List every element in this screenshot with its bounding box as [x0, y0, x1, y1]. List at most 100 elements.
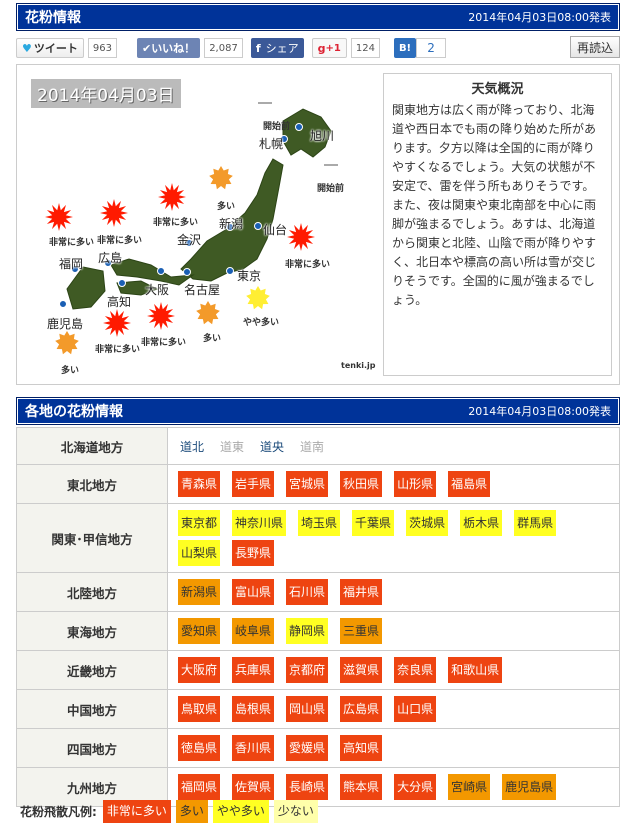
area-link-active[interactable]: 道央 — [260, 439, 285, 454]
legend-item-low: 少ない — [273, 800, 318, 823]
prefecture-tag[interactable]: 宮城県 — [286, 471, 329, 497]
prefecture-tag[interactable]: 鳥取県 — [178, 696, 221, 722]
legend-item-moderate: やや多い — [212, 800, 269, 823]
city-label: 旭川 — [310, 129, 335, 143]
city-label: 大阪 — [145, 283, 170, 297]
region-name: 東海地方 — [16, 611, 168, 651]
prefecture-tag[interactable]: 鹿児島県 — [502, 774, 557, 800]
very-high-burst-icon — [45, 203, 73, 231]
not-started-label: 開始前 — [263, 122, 291, 132]
high-burst-icon — [207, 164, 235, 192]
facebook-share-button[interactable]: f シェア — [250, 38, 304, 58]
prefecture-tag[interactable]: 佐賀県 — [232, 774, 275, 800]
regional-title: 各地の花粉情報 — [25, 404, 123, 420]
map-date: 2014年04月03日 — [31, 79, 181, 108]
prefecture-tag[interactable]: 徳島県 — [178, 735, 221, 761]
prefecture-tag[interactable]: 長崎県 — [286, 774, 329, 800]
moderate-burst-icon — [244, 284, 272, 312]
prefecture-tag[interactable]: 高知県 — [340, 735, 383, 761]
prefecture-tag[interactable]: 長野県 — [232, 540, 275, 566]
weather-title: 天気概況 — [471, 82, 524, 97]
prefecture-tag[interactable]: 青森県 — [178, 471, 221, 497]
prefecture-tag[interactable]: 神奈川県 — [232, 510, 287, 536]
prefecture-tag[interactable]: 香川県 — [232, 735, 275, 761]
area-link-active[interactable]: 道北 — [180, 439, 205, 454]
prefecture-tag[interactable]: 静岡県 — [286, 618, 329, 644]
prefecture-tag[interactable]: 和歌山県 — [448, 657, 503, 683]
twitter-bird-icon: ♥ — [22, 41, 32, 55]
tweet-button[interactable]: ♥ ツイート — [16, 38, 84, 58]
prefecture-tag[interactable]: 京都府 — [286, 657, 329, 683]
city-label: 名古屋 — [184, 283, 221, 297]
prefecture-tag[interactable]: 富山県 — [232, 579, 275, 605]
regional-published: 2014年04月03日08:00発表 — [468, 405, 611, 418]
pollen-level-label: 非常に多い — [141, 338, 187, 348]
prefecture-tag[interactable]: 埼玉県 — [298, 510, 341, 536]
like-count: 2,087 — [204, 38, 243, 58]
region-name: 近畿地方 — [16, 650, 168, 690]
prefecture-tag[interactable]: 山形県 — [394, 471, 437, 497]
prefecture-list: 新潟県 富山県 石川県 福井県 — [167, 572, 620, 612]
prefecture-tag[interactable]: 茨城県 — [406, 510, 449, 536]
city-marker — [104, 259, 112, 267]
prefecture-tag[interactable]: 大分県 — [394, 774, 437, 800]
page-title: 花粉情報 — [25, 10, 81, 26]
legend-item-very-high: 非常に多い — [102, 800, 171, 823]
prefecture-tag[interactable]: 広島県 — [340, 696, 383, 722]
map-panel: 2014年04月03日 開始前 開始前 旭川 札幌 新潟 仙台 金沢 福岡 広島 東京 大阪 名古… — [16, 64, 620, 385]
prefecture-tag[interactable]: 新潟県 — [178, 579, 221, 605]
weather-text: 関東地方は広く雨が降っており、北海道や西日本でも雨の降り始めた所があります。夕方… — [392, 103, 597, 307]
prefecture-tag[interactable]: 滋賀県 — [340, 657, 383, 683]
prefecture-tag[interactable]: 三重県 — [340, 618, 383, 644]
city-marker — [280, 135, 288, 143]
prefecture-tag[interactable]: 島根県 — [232, 696, 275, 722]
prefecture-tag[interactable]: 秋田県 — [340, 471, 383, 497]
gplus-button[interactable]: g +1 — [311, 38, 347, 58]
very-high-burst-icon — [100, 199, 128, 227]
prefecture-tag[interactable]: 兵庫県 — [232, 657, 275, 683]
prefecture-list: 鳥取県 島根県 岡山県 広島県 山口県 — [167, 689, 620, 729]
prefecture-tag[interactable]: 宮崎県 — [448, 774, 491, 800]
japan-map-image — [66, 108, 332, 310]
city-label: 札幌 — [259, 137, 284, 151]
city-label: 鹿児島 — [47, 317, 84, 331]
pollen-level-label: 多い — [217, 202, 236, 212]
pollen-level-label: 非常に多い — [49, 238, 95, 248]
prefecture-tag[interactable]: 岐阜県 — [232, 618, 275, 644]
city-marker — [183, 268, 191, 276]
city-label: 東京 — [237, 269, 262, 283]
city-label: 高知 — [107, 295, 132, 309]
prefecture-tag[interactable]: 福島県 — [448, 471, 491, 497]
reload-button[interactable]: 再読込 — [569, 36, 620, 58]
prefecture-tag[interactable]: 石川県 — [286, 579, 329, 605]
region-row: 中国地方 鳥取県 島根県 岡山県 広島県 山口県 — [16, 689, 620, 729]
prefecture-tag[interactable]: 岡山県 — [286, 696, 329, 722]
prefecture-tag[interactable]: 山口県 — [394, 696, 437, 722]
city-label: 新潟 — [219, 217, 244, 231]
prefecture-tag[interactable]: 山梨県 — [178, 540, 221, 566]
prefecture-tag[interactable]: 奈良県 — [394, 657, 437, 683]
prefecture-tag[interactable]: 愛知県 — [178, 618, 221, 644]
like-button[interactable]: ✔ いいね！ — [136, 38, 201, 58]
prefecture-tag[interactable]: 熊本県 — [340, 774, 383, 800]
region-name: 北海道地方 — [16, 427, 168, 465]
prefecture-tag[interactable]: 愛媛県 — [286, 735, 329, 761]
pollen-level-label: 非常に多い — [153, 218, 199, 228]
prefecture-tag[interactable]: 千葉県 — [352, 510, 395, 536]
region-name: 北陸地方 — [16, 572, 168, 612]
region-row: 北海道地方 道北 道東 道央 道南 — [16, 427, 620, 465]
prefecture-tag[interactable]: 栃木県 — [460, 510, 503, 536]
city-label: 福岡 — [59, 257, 84, 271]
hatena-button[interactable]: B! — [393, 38, 417, 58]
prefecture-tag[interactable]: 東京都 — [178, 510, 221, 536]
pollen-level-label: 非常に多い — [285, 260, 331, 270]
regional-table: 北海道地方 道北 道東 道央 道南 東北地方 青森県 岩手県 宮城県 秋田県 山形県 福島県 関東･甲信… — [16, 427, 620, 807]
prefecture-tag[interactable]: 岩手県 — [232, 471, 275, 497]
prefecture-tag[interactable]: 群馬県 — [514, 510, 557, 536]
city-marker — [226, 267, 234, 275]
area-link-inactive: 道東 — [220, 439, 245, 454]
prefecture-tag[interactable]: 大阪府 — [178, 657, 221, 683]
prefecture-tag[interactable]: 福井県 — [340, 579, 383, 605]
prefecture-tag[interactable]: 福岡県 — [178, 774, 221, 800]
region-row: 北陸地方 新潟県 富山県 石川県 福井県 — [16, 572, 620, 612]
